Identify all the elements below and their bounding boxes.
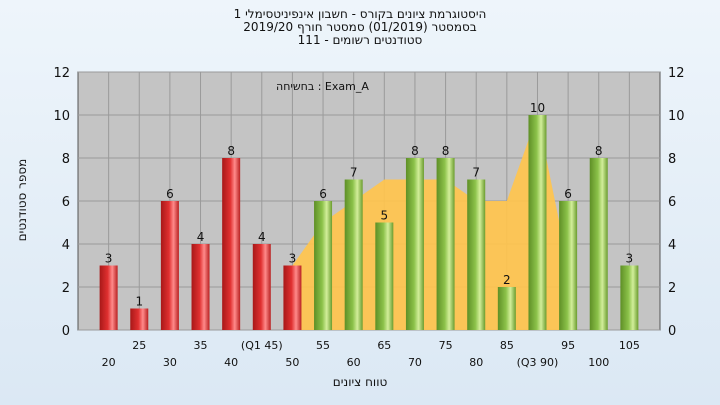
x-tick-label: 20 (102, 356, 116, 369)
y-tick-label-left: 8 (62, 152, 70, 167)
x-tick-label: 80 (469, 356, 483, 369)
y-tick-label-right: 0 (668, 324, 676, 339)
histogram-bar (620, 265, 639, 330)
x-tick-label: 35 (194, 339, 208, 352)
x-tick-label: 65 (377, 339, 391, 352)
bar-value-label: 5 (380, 209, 388, 223)
x-tick-label: 70 (408, 356, 422, 369)
chart-title: היסטוגרמת ציונים בקורס - חשבון אינפיניטס… (0, 8, 720, 47)
x-tick-label: 95 (561, 339, 575, 352)
histogram-bar (252, 244, 271, 330)
y-tick-label-right: 4 (668, 238, 676, 253)
bar-value-label: 4 (197, 230, 205, 244)
x-tick-label: (Q1 45) (241, 339, 283, 352)
histogram-bar (467, 179, 486, 330)
histogram-bar (589, 158, 608, 330)
bar-value-label: 8 (442, 144, 450, 158)
title-line-3: סטודנטים רשומים - 111 (297, 33, 423, 47)
histogram-bar (528, 115, 547, 330)
y-tick-label-right: 2 (668, 281, 676, 296)
bar-value-label: 3 (105, 252, 113, 266)
x-tick-label: (Q3 90) (517, 356, 559, 369)
y-tick-label-right: 12 (668, 66, 685, 81)
histogram-bar (436, 158, 455, 330)
bar-value-label: 2 (503, 273, 511, 287)
x-tick-label: 55 (316, 339, 330, 352)
bar-value-label: 6 (564, 187, 572, 201)
histogram-bar (99, 265, 118, 330)
y-tick-label-left: 2 (62, 281, 70, 296)
y-tick-label-left: 10 (53, 109, 70, 124)
y-axis-label: מספר סטודנטים (15, 158, 29, 242)
x-tick-label: 60 (347, 356, 361, 369)
title-line-1: היסטוגרמת ציונים בקורס - חשבון אינפיניטס… (233, 7, 487, 21)
histogram-bar (497, 287, 516, 330)
exam-annotation: בחשיחה : Exam_A (276, 80, 369, 93)
histogram-bar (344, 179, 363, 330)
y-tick-label-right: 8 (668, 152, 676, 167)
bar-value-label: 6 (319, 187, 327, 201)
x-tick-label: 105 (619, 339, 640, 352)
histogram-bar (405, 158, 424, 330)
bar-value-label: 7 (472, 166, 480, 180)
histogram-bar (375, 222, 394, 330)
bar-value-label: 3 (289, 252, 297, 266)
bar-value-label: 8 (411, 144, 419, 158)
bar-value-label: 7 (350, 166, 358, 180)
histogram-bar (314, 201, 333, 330)
y-tick-label-left: 12 (53, 66, 70, 81)
x-tick-label: 85 (500, 339, 514, 352)
x-tick-label: 75 (439, 339, 453, 352)
histogram-bar (160, 201, 179, 330)
y-tick-label-right: 10 (668, 109, 685, 124)
x-tick-label: 40 (224, 356, 238, 369)
y-tick-label-right: 6 (668, 195, 676, 210)
histogram-bar (191, 244, 210, 330)
histogram-bar (222, 158, 241, 330)
x-axis-label: טווח ציונים (332, 375, 388, 389)
y-tick-label-left: 0 (62, 324, 70, 339)
bar-value-label: 8 (227, 144, 235, 158)
histogram-bar (130, 308, 149, 330)
x-tick-label: 25 (132, 339, 146, 352)
histogram-bar (559, 201, 578, 330)
x-tick-label: 30 (163, 356, 177, 369)
x-tick-label: 50 (285, 356, 299, 369)
title-line-2: בסמסטר (01/2019) סמסטר חורף 2019/20 (243, 20, 477, 34)
bar-value-label: 1 (135, 295, 143, 309)
bar-value-label: 8 (595, 144, 603, 158)
x-tick-label: 100 (588, 356, 609, 369)
bar-value-label: 3 (626, 252, 634, 266)
y-tick-label-left: 6 (62, 195, 70, 210)
histogram-bar (283, 265, 302, 330)
bar-value-label: 6 (166, 187, 174, 201)
y-tick-label-left: 4 (62, 238, 70, 253)
bar-value-label: 4 (258, 230, 266, 244)
bar-value-label: 10 (530, 101, 545, 115)
